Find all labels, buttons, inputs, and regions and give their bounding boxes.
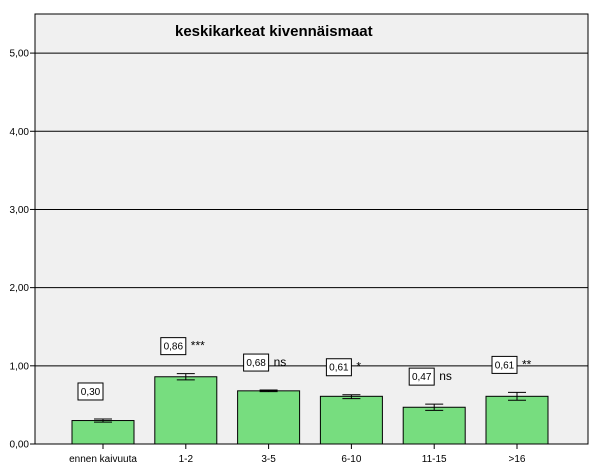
significance-label: ** [522,357,532,371]
value-label-box [491,355,518,374]
y-tick-label: 1,00 [10,361,30,372]
bar [319,395,383,445]
value-label-box [325,358,352,377]
y-axis: 0,00 1,00 2,00 3,00 4,00 5,00 [10,49,35,451]
value-label-box [408,367,435,386]
value-label: 0,86 [164,342,184,353]
bar [154,376,218,445]
bar [71,420,135,445]
y-tick-label: 0,00 [10,440,30,451]
value-labels: 0,30 0,86 *** 0,68 ns 0,61 * 0,47 ns 0,61 ** [77,337,532,401]
y-tick-label: 2,00 [10,283,30,294]
value-label: 0,47 [412,372,432,383]
y-tick-label: 3,00 [10,205,30,216]
significance-label: ns [439,369,452,383]
significance-label: ns [274,355,287,369]
bar [402,406,466,445]
x-tick-label: >16 [509,454,526,464]
x-tick-label: 1-2 [179,454,194,464]
bar [485,395,549,445]
significance-label: *** [191,339,205,353]
y-tick-label: 5,00 [10,49,30,60]
value-label-box [77,382,104,401]
x-tick-label: 6-10 [341,454,361,464]
value-label: 0,61 [329,363,349,374]
significance-label: * [356,360,361,374]
bars [71,373,549,445]
bar [237,390,301,445]
value-label: 0,30 [81,387,101,398]
chart-title: keskikarkeat kivennäismaat [175,23,373,40]
value-label-box [243,353,270,372]
x-tick-label: ennen kaivuuta [69,454,137,464]
y-tick-label: 4,00 [10,127,30,138]
value-label: 0,68 [246,358,266,369]
x-tick-label: 3-5 [261,454,276,464]
value-label: 0,61 [495,360,515,371]
plot-area [34,13,589,445]
x-tick-label: 11-15 [422,454,447,464]
x-axis: ennen kaivuuta 1-2 3-5 6-10 11-15 >16 [69,444,526,464]
value-label-box [160,337,187,356]
